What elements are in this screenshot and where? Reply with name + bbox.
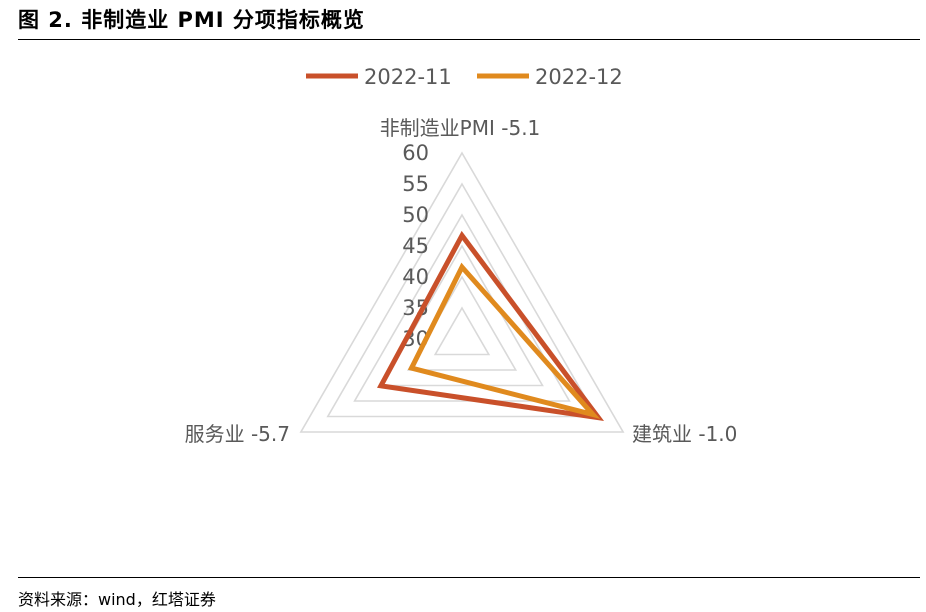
series-line-2022-11 xyxy=(377,230,605,422)
figure-title: 图 2. 非制造业 PMI 分项指标概览 xyxy=(18,8,365,32)
legend-label: 2022-11 xyxy=(364,65,452,89)
tick-label: 40 xyxy=(402,265,429,289)
title-divider xyxy=(18,39,920,40)
axis-label: 建筑业 -1.0 xyxy=(632,422,737,446)
tick-label: 60 xyxy=(402,141,429,165)
tick-label: 55 xyxy=(402,172,429,196)
axis-labels: 非制造业PMI -5.1 建筑业 -1.0 服务业 -5.7 xyxy=(185,116,738,446)
tick-label: 50 xyxy=(402,203,429,227)
axis-label: 服务业 -5.7 xyxy=(185,422,290,446)
footer-divider xyxy=(18,577,920,578)
legend-label: 2022-12 xyxy=(535,65,623,89)
grid-ring-60 xyxy=(299,151,625,433)
source-note: 资料来源：wind，红塔证券 xyxy=(18,590,216,609)
grid-ring-55 xyxy=(326,182,598,418)
tick-label: 45 xyxy=(402,234,429,258)
radar-series xyxy=(377,230,605,422)
axis-label: 非制造业PMI -5.1 xyxy=(380,116,541,140)
grid-ring-40 xyxy=(406,275,518,371)
chart-legend: 2022-11 2022-12 xyxy=(306,65,623,89)
grid-ring-35 xyxy=(433,306,491,356)
series-line-2022-12 xyxy=(407,262,601,420)
